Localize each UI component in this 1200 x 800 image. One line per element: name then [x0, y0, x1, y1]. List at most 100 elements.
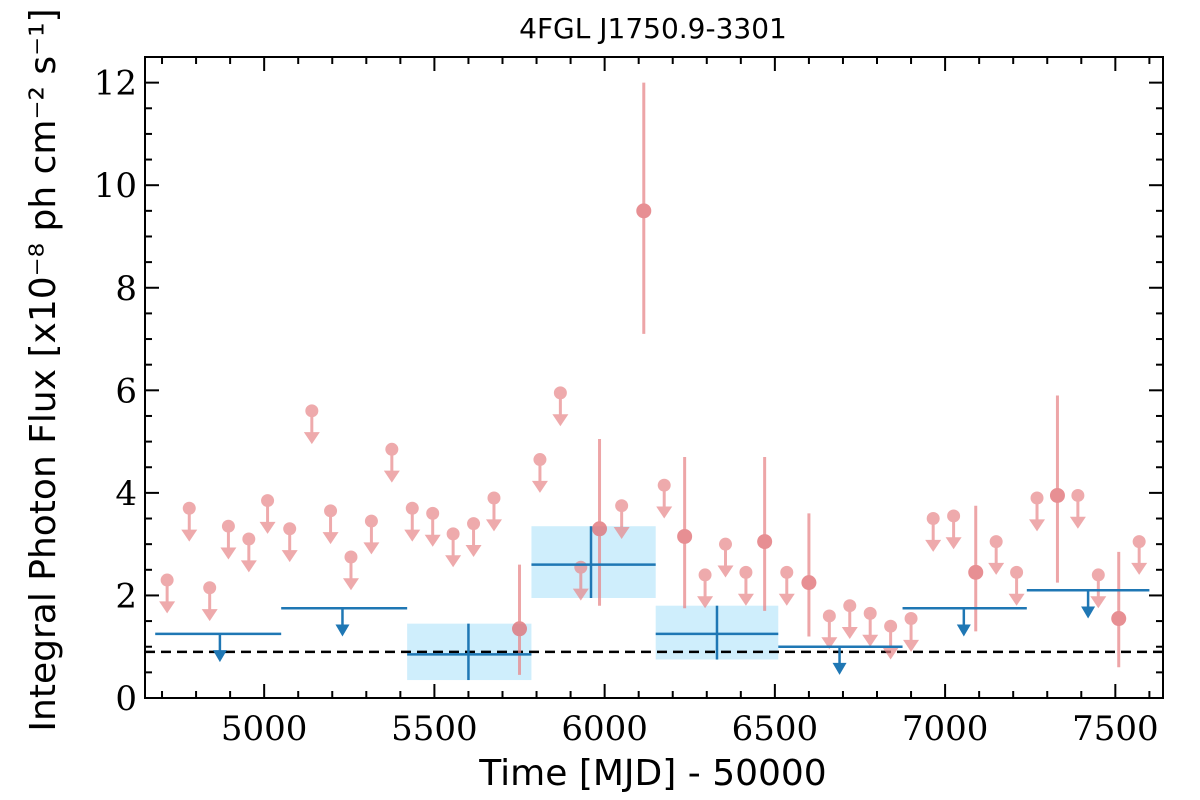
- red-upper-limit: [821, 609, 838, 650]
- y-tick-label: 6: [115, 371, 137, 411]
- red-upper-limit: [903, 612, 920, 652]
- blue-detection: [531, 526, 656, 599]
- red-upper-limit-arrow: [841, 627, 858, 640]
- red-detection-marker: [512, 621, 528, 637]
- blue-detection: [407, 623, 532, 681]
- red-upper-limit-marker: [261, 494, 275, 508]
- red-upper-limit: [656, 478, 673, 519]
- red-upper-limit: [383, 442, 400, 483]
- red-upper-limit-marker: [657, 478, 671, 492]
- blue-upper-limit: [1026, 589, 1150, 619]
- red-upper-limit-marker: [467, 517, 481, 531]
- red-upper-limit: [1008, 565, 1025, 606]
- red-upper-limit-marker: [1010, 565, 1024, 579]
- red-upper-limit-marker: [426, 506, 440, 520]
- red-upper-limit-marker: [533, 453, 547, 467]
- red-upper-limit: [465, 517, 482, 557]
- red-detection-marker: [636, 203, 652, 219]
- red-upper-limit: [841, 599, 858, 640]
- red-upper-limit: [988, 535, 1005, 575]
- red-upper-limit-marker: [698, 568, 712, 582]
- red-upper-limit-arrow: [1131, 562, 1148, 575]
- red-upper-limit-arrow: [531, 480, 548, 493]
- y-tick-label: 10: [94, 166, 137, 206]
- blue-band: [531, 526, 656, 599]
- red-upper-limit: [778, 565, 795, 606]
- red-upper-limit-arrow: [445, 555, 462, 568]
- blue-upper-limit-arrow: [1081, 606, 1096, 619]
- axes: 5000 5500 6000 6500 7000 7500 0 2 4 6 8 10 12: [94, 56, 1164, 749]
- red-upper-limit: [424, 506, 441, 547]
- y-tick-label: 0: [115, 679, 137, 719]
- red-detection: [512, 564, 528, 675]
- red-detection: [592, 439, 608, 606]
- red-upper-limit-arrow: [465, 544, 482, 557]
- red-upper-limit-arrow: [281, 550, 298, 563]
- x-axis-title: Time [MJD] - 50000: [478, 753, 826, 794]
- red-upper-limit-arrow: [613, 527, 630, 540]
- x-tick-label: 6500: [732, 709, 819, 749]
- chart-title: 4FGL J1750.9-3301: [519, 12, 787, 45]
- red-upper-limit-marker: [283, 522, 297, 536]
- red-upper-limit-marker: [242, 532, 256, 546]
- red-upper-limit-arrow: [552, 414, 569, 427]
- red-upper-limit-arrow: [303, 432, 320, 445]
- red-upper-limit-arrow: [363, 542, 380, 555]
- red-upper-limit-marker: [947, 509, 961, 523]
- red-upper-limit-marker: [344, 550, 358, 564]
- red-upper-limit-marker: [718, 537, 732, 551]
- red-upper-limit-arrow: [903, 639, 920, 652]
- red-upper-limit: [737, 565, 754, 606]
- red-upper-limit-marker: [203, 581, 217, 595]
- red-upper-limit-arrow: [778, 593, 795, 606]
- red-upper-limit: [925, 512, 942, 552]
- red-upper-limit-arrow: [383, 470, 400, 483]
- red-detection-marker: [757, 534, 773, 550]
- red-upper-limit-arrow: [988, 562, 1005, 575]
- red-upper-limit-arrow: [485, 519, 502, 532]
- blue-upper-limit-arrow: [956, 624, 971, 637]
- red-upper-limit-marker: [446, 527, 460, 541]
- red-detection: [757, 456, 773, 611]
- red-upper-limit-arrow: [259, 521, 276, 534]
- x-tick-label: 5000: [221, 709, 308, 749]
- red-upper-limit-arrow: [1069, 516, 1086, 529]
- red-upper-limit-arrow: [737, 593, 754, 606]
- red-upper-limit-arrow: [945, 537, 962, 550]
- red-upper-limit-arrow: [181, 529, 198, 542]
- red-detection: [677, 456, 693, 609]
- red-upper-limit: [201, 581, 218, 622]
- red-upper-limit-arrow: [717, 565, 734, 578]
- blue-upper-limit: [902, 607, 1027, 637]
- red-upper-limit: [322, 504, 339, 545]
- blue-series: [155, 526, 1150, 681]
- red-upper-limit: [485, 491, 502, 532]
- red-upper-limit-marker: [989, 535, 1003, 549]
- red-upper-limit-arrow: [424, 534, 441, 547]
- y-tick-label: 12: [94, 64, 137, 104]
- red-upper-limit: [220, 519, 237, 560]
- red-upper-limit-marker: [884, 619, 898, 633]
- red-upper-limit-arrow: [159, 601, 176, 614]
- red-detection: [968, 505, 984, 632]
- red-upper-limit: [945, 509, 962, 550]
- red-upper-limit-marker: [160, 573, 174, 587]
- red-detection-marker: [677, 528, 693, 544]
- blue-detection: [655, 605, 779, 660]
- red-upper-limit-marker: [487, 491, 501, 505]
- red-upper-limit: [697, 568, 714, 609]
- red-detection: [636, 82, 652, 334]
- red-detection-marker: [1111, 611, 1127, 627]
- red-upper-limit-marker: [574, 560, 588, 574]
- red-upper-limit-marker: [822, 609, 836, 623]
- red-upper-limit-marker: [843, 599, 857, 613]
- red-upper-limit: [1029, 491, 1046, 532]
- blue-upper-limit-arrow: [832, 662, 847, 675]
- red-upper-limit-marker: [863, 606, 877, 620]
- red-upper-limit-arrow: [342, 578, 359, 591]
- red-upper-limit-marker: [904, 612, 918, 626]
- red-upper-limit-marker: [780, 565, 794, 579]
- red-upper-limit-arrow: [925, 539, 942, 552]
- red-upper-limit-marker: [553, 386, 567, 400]
- red-upper-limit-arrow: [1008, 593, 1025, 606]
